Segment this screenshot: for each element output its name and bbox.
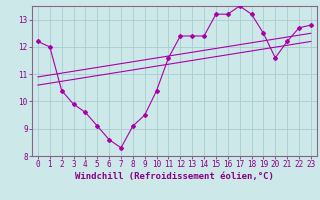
X-axis label: Windchill (Refroidissement éolien,°C): Windchill (Refroidissement éolien,°C) — [75, 172, 274, 181]
